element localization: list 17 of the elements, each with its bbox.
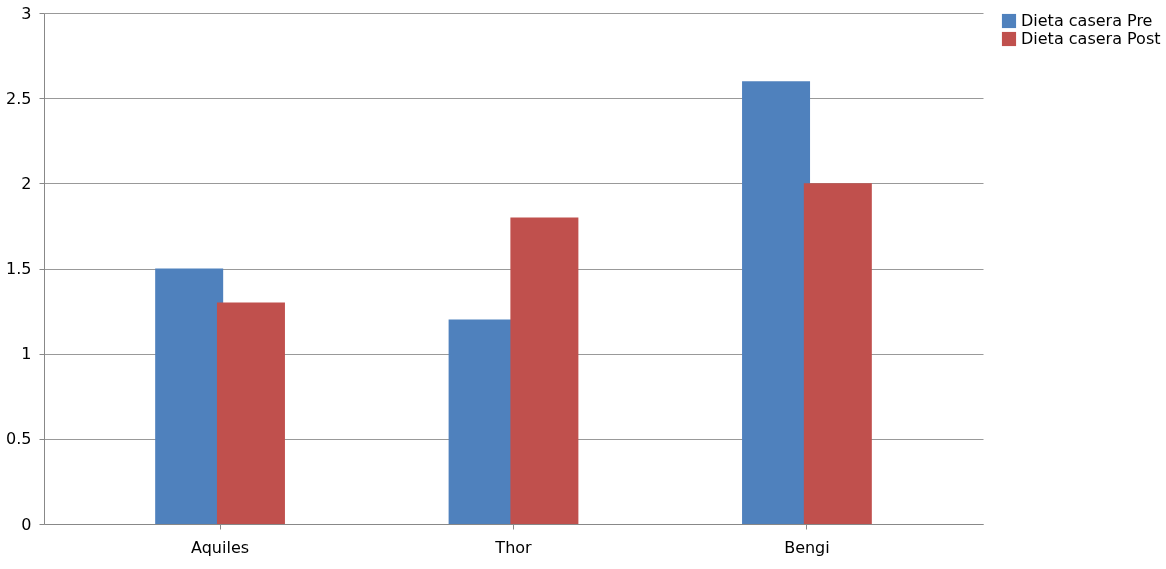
bar <box>803 183 872 524</box>
y-tick-label: 0.5 <box>6 429 32 449</box>
bar <box>510 217 579 524</box>
x-tick-label: Thor <box>494 537 533 557</box>
y-tick-label: 0 <box>21 514 32 534</box>
x-tick-label: Bengi <box>784 537 830 557</box>
x-tick-label: Aquiles <box>191 537 250 557</box>
y-tick-label: 2.5 <box>6 88 32 108</box>
y-tick-label: 3 <box>21 3 32 23</box>
bar <box>742 81 811 524</box>
legend-label: Dieta casera Pre <box>1021 11 1153 30</box>
bar <box>216 302 285 524</box>
legend-label: Dieta casera Post <box>1021 29 1161 48</box>
y-tick-label: 2 <box>21 173 32 193</box>
y-tick-label: 1.5 <box>6 259 32 278</box>
bar <box>155 268 224 524</box>
y-tick-label: 1 <box>21 344 32 364</box>
